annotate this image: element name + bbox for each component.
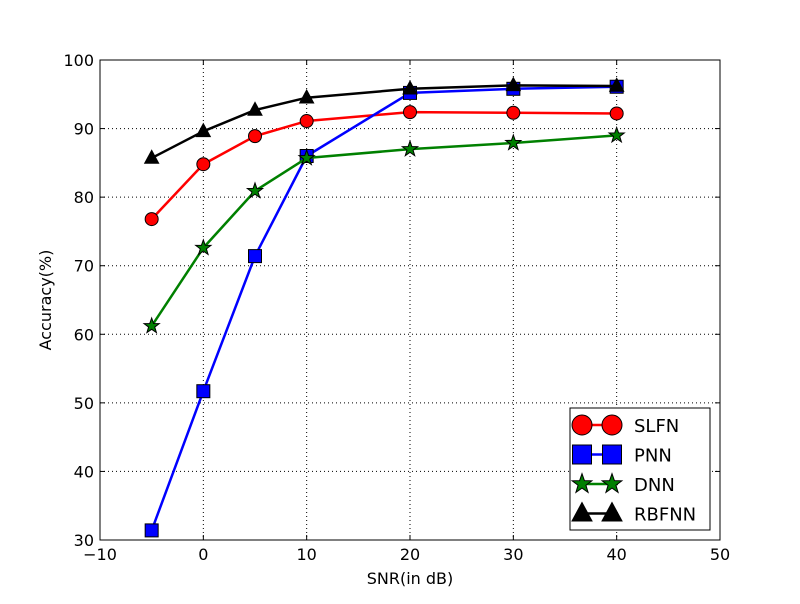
- data-point-slfn: [299, 114, 314, 129]
- x-axis-label: SNR(in dB): [367, 569, 454, 588]
- legend-marker-slfn: [601, 414, 623, 436]
- data-point-rbfnn: [195, 122, 212, 138]
- data-point-slfn: [403, 105, 417, 120]
- legend-item-pnn: PNN: [572, 444, 672, 467]
- legend-item-dnn: DNN: [570, 472, 675, 496]
- legend-label-dnn: DNN: [634, 475, 675, 496]
- data-point-slfn: [609, 106, 624, 121]
- legend-marker-pnn: [602, 444, 622, 465]
- y-tick-label: 30: [74, 531, 94, 550]
- y-tick-label: 100: [63, 51, 94, 70]
- legend-marker-rbfnn: [601, 501, 623, 522]
- data-point-pnn: [248, 249, 262, 264]
- series-pnn: [144, 79, 624, 538]
- y-tick-label: 90: [74, 120, 94, 139]
- data-point-dnn: [400, 139, 420, 157]
- series-group: [142, 76, 626, 538]
- legend-marker-rbfnn: [571, 501, 593, 522]
- x-tick-label: 0: [198, 545, 208, 564]
- series-rbfnn: [143, 76, 625, 164]
- data-point-rbfnn: [143, 149, 160, 164]
- legend-marker-pnn: [572, 444, 592, 465]
- legend-label-rbfnn: RBFNN: [634, 505, 696, 526]
- data-point-rbfnn: [247, 101, 263, 116]
- series-dnn: [142, 125, 626, 334]
- y-tick-label: 70: [74, 257, 94, 276]
- data-point-slfn: [196, 157, 211, 172]
- data-point-rbfnn: [608, 77, 625, 92]
- y-tick-label: 40: [74, 462, 94, 481]
- legend-item-slfn: SLFN: [571, 414, 679, 437]
- series-slfn: [144, 105, 624, 227]
- x-tick-label: −10: [83, 545, 117, 564]
- legend-marker-dnn: [570, 472, 594, 494]
- legend-marker-slfn: [571, 414, 593, 436]
- series-line-rbfnn: [151, 84, 617, 160]
- legend-label-slfn: SLFN: [634, 416, 679, 437]
- data-point-dnn: [607, 125, 626, 144]
- data-point-rbfnn: [505, 76, 522, 92]
- y-tick-label: 60: [74, 325, 94, 344]
- legend-label-pnn: PNN: [634, 446, 672, 467]
- x-tick-label: 20: [400, 545, 420, 564]
- data-point-dnn: [142, 316, 161, 334]
- data-point-dnn: [245, 181, 265, 199]
- x-tick-label: 30: [503, 545, 523, 564]
- data-point-dnn: [504, 133, 523, 151]
- x-tick-label: 50: [710, 545, 730, 564]
- data-point-dnn: [194, 238, 213, 256]
- x-tick-label: 40: [606, 545, 626, 564]
- x-tick-label: 10: [296, 545, 316, 564]
- data-point-slfn: [248, 129, 262, 144]
- y-tick-label: 50: [74, 394, 94, 413]
- series-line-dnn: [150, 134, 617, 327]
- y-axis-label: Accuracy(%): [36, 250, 55, 351]
- data-point-rbfnn: [402, 80, 418, 95]
- data-point-pnn: [144, 523, 159, 538]
- data-point-dnn: [297, 148, 316, 166]
- legend-marker-dnn: [600, 472, 624, 494]
- y-tick-label: 80: [74, 188, 94, 207]
- data-point-slfn: [506, 105, 521, 120]
- data-point-pnn: [196, 384, 211, 399]
- legend-box: [569, 407, 711, 531]
- data-point-rbfnn: [298, 88, 315, 104]
- axis-ticks: −10 0 10 20 30 40 50 30 40 50 60 70 80 90 100: [63, 51, 730, 564]
- legend-item-rbfnn: RBFNN: [571, 501, 696, 526]
- data-point-slfn: [144, 212, 159, 227]
- legend: SLFN PNN DNN RBFNN: [569, 407, 711, 531]
